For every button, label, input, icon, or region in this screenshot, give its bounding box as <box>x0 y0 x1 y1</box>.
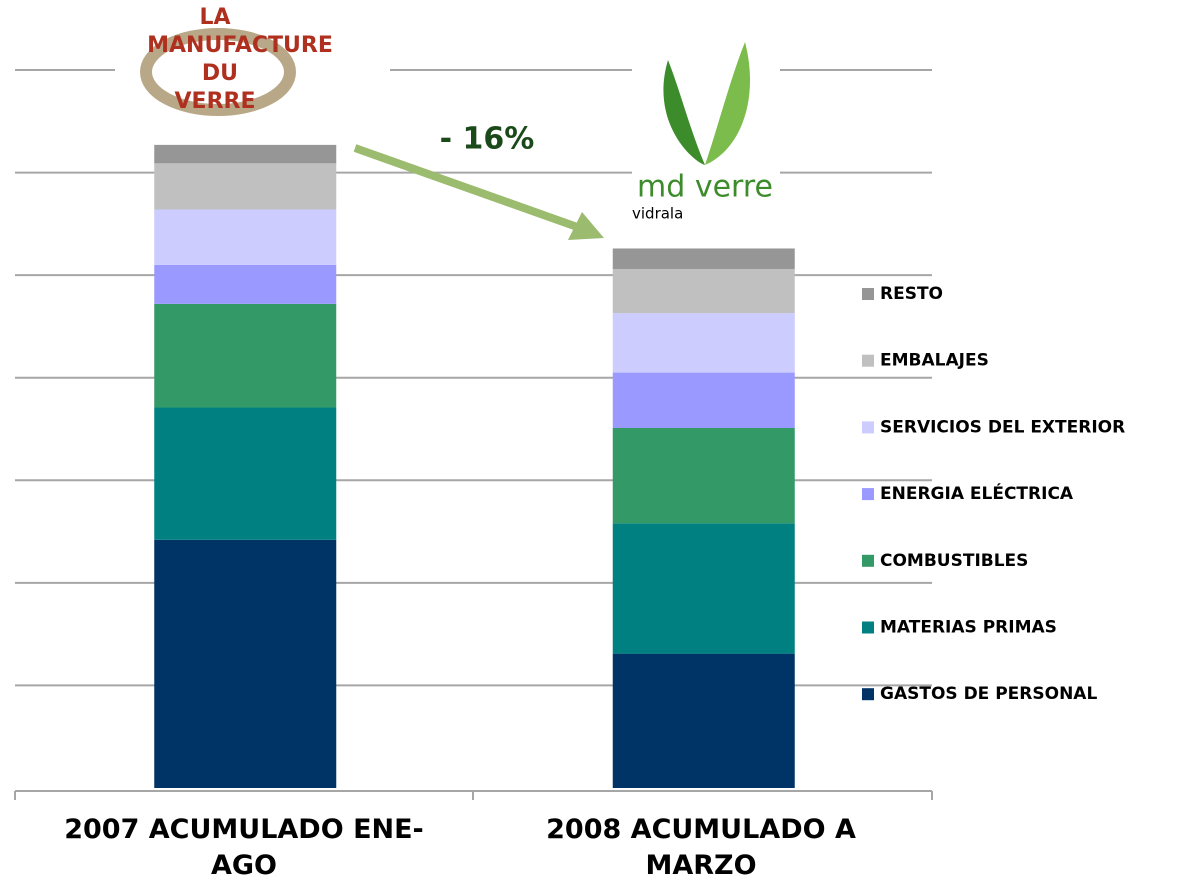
legend-label: ENERGIA ELÉCTRICA <box>880 482 1074 504</box>
x-tick-label: 2007 ACUMULADO ENE-AGO <box>64 814 424 881</box>
legend-label: COMBUSTIBLES <box>880 551 1028 571</box>
legend-label: MATERIAS PRIMAS <box>880 618 1057 638</box>
legend-swatch <box>862 621 874 634</box>
legend-swatch <box>862 421 874 434</box>
logo-ring <box>140 28 296 116</box>
logo-text: md verre <box>637 170 773 205</box>
x-tick-label: 2008 ACUMULADO A MARZO <box>546 814 856 881</box>
bar-segment <box>154 407 337 540</box>
bar-segment <box>154 539 337 788</box>
legend-swatch <box>862 488 874 501</box>
arrow-head <box>568 212 604 240</box>
bar-segment <box>612 268 795 314</box>
logo-leaf <box>705 42 751 165</box>
logo-background <box>632 30 780 230</box>
bar-segment <box>612 372 795 428</box>
legend-swatch <box>862 288 874 300</box>
bar-segment <box>154 144 337 164</box>
legend-label: EMBALAJES <box>880 351 989 371</box>
bar-segment <box>154 209 337 265</box>
logo-text: VERRE <box>175 89 256 114</box>
logo-leaf <box>663 60 705 165</box>
bar-segment <box>612 523 795 654</box>
logo-text: vidrala <box>632 205 683 223</box>
bar-segment <box>154 264 337 304</box>
legend-label: SERVICIOS DEL EXTERIOR <box>880 417 1125 437</box>
logo-text: LA <box>199 5 230 30</box>
legend-swatch <box>862 354 874 367</box>
bar-segment <box>612 653 795 788</box>
logo-text: DU <box>202 61 238 86</box>
bar-segment <box>612 248 795 269</box>
legend-label: RESTO <box>880 284 943 304</box>
legend-label: GASTOS DE PERSONAL <box>880 684 1097 704</box>
bar-segment <box>154 163 337 210</box>
annotation: - 16% <box>440 122 535 157</box>
bar-segment <box>612 427 795 524</box>
logo-text: MANUFACTURE <box>147 33 333 58</box>
bar-segment <box>154 303 337 408</box>
bar-segment <box>612 313 795 373</box>
legend-swatch <box>862 554 874 567</box>
arrow <box>353 144 582 232</box>
legend-swatch <box>862 688 874 701</box>
